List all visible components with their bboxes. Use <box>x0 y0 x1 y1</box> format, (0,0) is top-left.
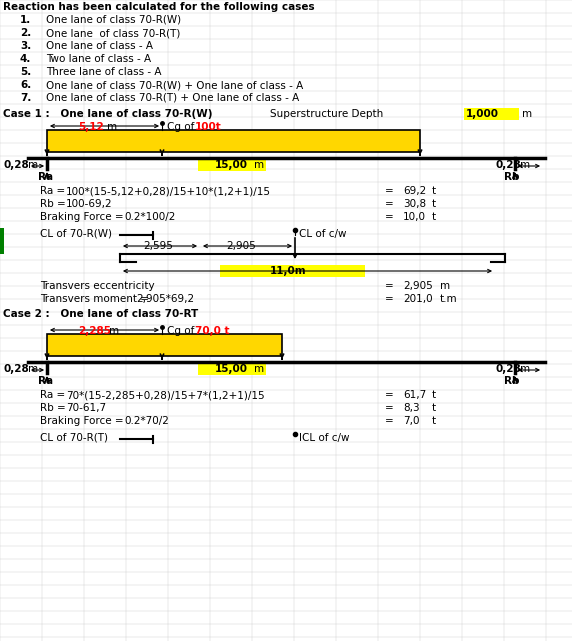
Text: Ra =: Ra = <box>40 186 65 196</box>
Text: Ra: Ra <box>38 172 53 182</box>
Text: Rb =: Rb = <box>40 403 66 413</box>
Bar <box>47 334 282 356</box>
Text: 61,7: 61,7 <box>403 390 426 400</box>
Bar <box>198 159 266 171</box>
Text: CL of 70-R(T): CL of 70-R(T) <box>40 433 108 443</box>
Text: 8,3: 8,3 <box>403 403 420 413</box>
Text: 2,905: 2,905 <box>403 281 433 291</box>
Text: =: = <box>385 390 394 400</box>
Text: 10,0: 10,0 <box>403 212 426 222</box>
Text: Three lane of class - A: Three lane of class - A <box>46 67 161 77</box>
Text: t: t <box>432 199 436 209</box>
Text: m: m <box>440 281 450 291</box>
Text: m: m <box>254 160 264 170</box>
Text: CL of 70-R(W): CL of 70-R(W) <box>40 229 112 239</box>
Text: t: t <box>432 212 436 222</box>
Text: 6.: 6. <box>20 80 31 90</box>
Text: =: = <box>385 416 394 426</box>
Text: 70,0 t: 70,0 t <box>195 326 229 336</box>
Text: m: m <box>28 160 38 170</box>
Text: Braking Force =: Braking Force = <box>40 212 124 222</box>
Bar <box>220 265 365 277</box>
Text: 201,0: 201,0 <box>403 294 432 304</box>
Text: m: m <box>254 364 264 374</box>
Text: 15,00: 15,00 <box>215 160 248 170</box>
Bar <box>47 130 420 152</box>
Text: 1.: 1. <box>20 15 31 25</box>
Text: 1,000: 1,000 <box>466 109 499 119</box>
Text: 11,0m: 11,0m <box>270 266 307 276</box>
Text: 0,28: 0,28 <box>495 364 521 374</box>
Text: Ra =: Ra = <box>40 390 65 400</box>
Text: 100-69,2: 100-69,2 <box>66 199 113 209</box>
Text: Two lane of class - A: Two lane of class - A <box>46 54 151 64</box>
Text: 15,00: 15,00 <box>215 364 248 374</box>
Text: =: = <box>385 199 394 209</box>
Text: m: m <box>28 364 38 374</box>
Text: m: m <box>520 364 530 374</box>
Text: Ra: Ra <box>38 376 53 386</box>
Text: 7,0: 7,0 <box>403 416 419 426</box>
Text: 7.: 7. <box>20 93 31 103</box>
Text: One lane  of class 70-R(T): One lane of class 70-R(T) <box>46 28 180 38</box>
Bar <box>464 108 519 120</box>
Text: 0,28: 0,28 <box>495 160 521 170</box>
Text: Superstructure Depth: Superstructure Depth <box>270 109 383 119</box>
Text: 0.2*70/2: 0.2*70/2 <box>124 416 169 426</box>
Text: One lane of class 70-R(W) + One lane of class - A: One lane of class 70-R(W) + One lane of … <box>46 80 303 90</box>
Text: m: m <box>107 122 117 132</box>
Text: =: = <box>385 403 394 413</box>
Text: 2.: 2. <box>20 28 31 38</box>
Text: 70*(15-2,285+0,28)/15+7*(1,2+1)/15: 70*(15-2,285+0,28)/15+7*(1,2+1)/15 <box>66 390 265 400</box>
Text: Rb: Rb <box>504 376 519 386</box>
Text: =: = <box>385 294 394 304</box>
Text: 30,8: 30,8 <box>403 199 426 209</box>
Text: 3.: 3. <box>20 41 31 51</box>
Text: 5.: 5. <box>20 67 31 77</box>
Text: m: m <box>520 160 530 170</box>
Text: Cg of: Cg of <box>167 122 194 132</box>
Text: =: = <box>385 281 394 291</box>
Text: 70-61,7: 70-61,7 <box>66 403 106 413</box>
Text: Braking Force =: Braking Force = <box>40 416 124 426</box>
Text: m: m <box>522 109 532 119</box>
Text: t: t <box>432 416 436 426</box>
Text: 69,2: 69,2 <box>403 186 426 196</box>
Text: One lane of class - A: One lane of class - A <box>46 41 153 51</box>
Text: Case 1 :   One lane of class 70-R(W): Case 1 : One lane of class 70-R(W) <box>3 109 213 119</box>
Text: Rb =: Rb = <box>40 199 66 209</box>
Text: 2,905*69,2: 2,905*69,2 <box>136 294 194 304</box>
Text: Transvers eccentricity: Transvers eccentricity <box>40 281 154 291</box>
Text: 0,28: 0,28 <box>3 160 29 170</box>
Text: m: m <box>109 326 119 336</box>
Text: 2,285: 2,285 <box>78 326 111 336</box>
Text: 5,12: 5,12 <box>78 122 104 132</box>
Text: 0,28: 0,28 <box>3 364 29 374</box>
Text: t: t <box>432 186 436 196</box>
Text: 2,905: 2,905 <box>226 241 256 251</box>
Text: One lane of class 70-R(T) + One lane of class - A: One lane of class 70-R(T) + One lane of … <box>46 93 299 103</box>
Text: =: = <box>385 186 394 196</box>
Text: t: t <box>432 390 436 400</box>
Text: Cg of: Cg of <box>167 326 194 336</box>
Text: t.m: t.m <box>440 294 458 304</box>
Text: One lane of class 70-R(W): One lane of class 70-R(W) <box>46 15 181 25</box>
Text: Case 2 :   One lane of class 70-RT: Case 2 : One lane of class 70-RT <box>3 309 198 319</box>
Text: 4.: 4. <box>20 54 31 64</box>
Text: ICL of c/w: ICL of c/w <box>299 433 349 443</box>
Text: 0.2*100/2: 0.2*100/2 <box>124 212 176 222</box>
Text: Rb: Rb <box>504 172 519 182</box>
Text: =: = <box>385 212 394 222</box>
Bar <box>198 363 266 375</box>
Text: Reaction has been calculated for the following cases: Reaction has been calculated for the fol… <box>3 2 315 12</box>
Text: t: t <box>432 403 436 413</box>
Text: CL of c/w: CL of c/w <box>299 229 347 239</box>
Bar <box>0 228 4 254</box>
Text: Transvers moment =: Transvers moment = <box>40 294 149 304</box>
Text: 100t: 100t <box>195 122 222 132</box>
Text: 2,595: 2,595 <box>143 241 173 251</box>
Text: 100*(15-5,12+0,28)/15+10*(1,2+1)/15: 100*(15-5,12+0,28)/15+10*(1,2+1)/15 <box>66 186 271 196</box>
